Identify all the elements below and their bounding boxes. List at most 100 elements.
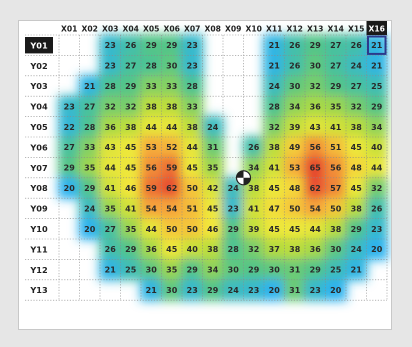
row-label: Y02 [29, 61, 47, 71]
heat-cell [304, 238, 327, 261]
heat-cell [345, 238, 368, 261]
value-label: 28 [146, 62, 158, 71]
value-label: 38 [187, 123, 199, 132]
row-label: Y09 [29, 204, 48, 214]
heat-cell [242, 217, 265, 240]
heat-cell [99, 95, 122, 118]
heat-cell [263, 217, 286, 240]
heat-cell [263, 54, 286, 77]
heat-cell [181, 115, 204, 138]
column-label: X14 [328, 25, 344, 34]
value-label: 41 [330, 123, 342, 132]
value-label: 28 [105, 82, 117, 91]
heat-cell [263, 136, 286, 159]
value-label: 48 [289, 184, 301, 193]
value-label: 32 [105, 102, 116, 111]
value-label: 44 [166, 123, 178, 132]
heat-cell [242, 197, 265, 220]
heat-cell [345, 95, 368, 118]
column-label: X15 [348, 25, 364, 34]
heat-cell [78, 197, 101, 220]
value-label: 47 [269, 204, 280, 213]
value-label: 45 [207, 204, 219, 213]
heat-cell [345, 54, 368, 77]
value-label: 28 [269, 102, 281, 111]
row-label: Y05 [29, 122, 48, 132]
heat-cell [140, 217, 163, 240]
value-label: 23 [187, 41, 198, 50]
value-label: 34 [289, 102, 301, 111]
value-label: 35 [84, 164, 96, 173]
value-label: 23 [371, 225, 382, 234]
value-label: 44 [371, 164, 383, 173]
value-label: 38 [289, 245, 301, 254]
value-label: 25 [330, 266, 342, 275]
heat-cell [160, 136, 183, 159]
value-label: 38 [125, 123, 137, 132]
heat-cell [304, 176, 327, 200]
row-label: Y01 [29, 40, 48, 50]
value-label: 51 [187, 204, 199, 213]
value-label: 38 [351, 123, 363, 132]
row-label: Y03 [29, 81, 48, 91]
value-label: 39 [289, 123, 301, 132]
heat-cell [201, 115, 224, 138]
value-label: 24 [228, 286, 240, 295]
value-label: 42 [207, 184, 218, 193]
heat-cell [324, 74, 347, 98]
value-label: 35 [166, 266, 178, 275]
heat-cell [283, 156, 306, 179]
value-label: 30 [310, 62, 322, 71]
heat-cell [324, 136, 347, 159]
heat-cell [140, 156, 163, 179]
value-label: 21 [84, 82, 96, 91]
value-label: 59 [146, 184, 158, 193]
heat-cell [99, 34, 122, 57]
value-label: 38 [207, 245, 219, 254]
value-label: 29 [166, 41, 178, 50]
value-label: 40 [187, 245, 199, 254]
value-label: 40 [371, 143, 383, 152]
heat-cell [181, 74, 204, 98]
heat-cell [140, 238, 163, 261]
value-label: 29 [351, 225, 363, 234]
heat-cell [324, 176, 347, 200]
value-label: 35 [125, 225, 137, 234]
heat-cell [58, 95, 81, 118]
value-label: 46 [207, 225, 219, 234]
heat-cell [263, 278, 286, 302]
column-label: X09 [225, 25, 241, 34]
value-label: 56 [146, 164, 158, 173]
heat-cell [345, 115, 368, 138]
value-label: 24 [84, 204, 96, 213]
heat-cell [99, 54, 122, 77]
value-label: 35 [330, 102, 342, 111]
heat-cell [283, 74, 306, 98]
heat-cell [283, 197, 306, 220]
heat-cell [160, 156, 183, 179]
heat-cell [345, 74, 368, 98]
heat-cell [140, 54, 163, 77]
value-label: 32 [248, 245, 259, 254]
value-label: 45 [351, 184, 363, 193]
row-label: Y08 [29, 183, 48, 193]
heat-cell [365, 115, 388, 138]
heat-cell [160, 74, 183, 98]
value-label: 33 [187, 102, 198, 111]
value-label: 50 [187, 225, 199, 234]
heat-cell [58, 176, 81, 200]
heat-cell [263, 74, 286, 98]
value-label: 38 [248, 184, 260, 193]
value-label: 38 [330, 225, 342, 234]
heat-cell [304, 278, 327, 302]
value-label: 30 [146, 266, 158, 275]
value-label: 44 [146, 123, 158, 132]
heat-cell [99, 217, 122, 240]
value-label: 50 [330, 204, 342, 213]
heat-cell [365, 156, 388, 179]
value-label: 34 [248, 164, 260, 173]
heat-cell [119, 258, 142, 281]
value-label: 33 [166, 82, 177, 91]
value-label: 21 [351, 266, 363, 275]
value-label: 30 [289, 82, 301, 91]
